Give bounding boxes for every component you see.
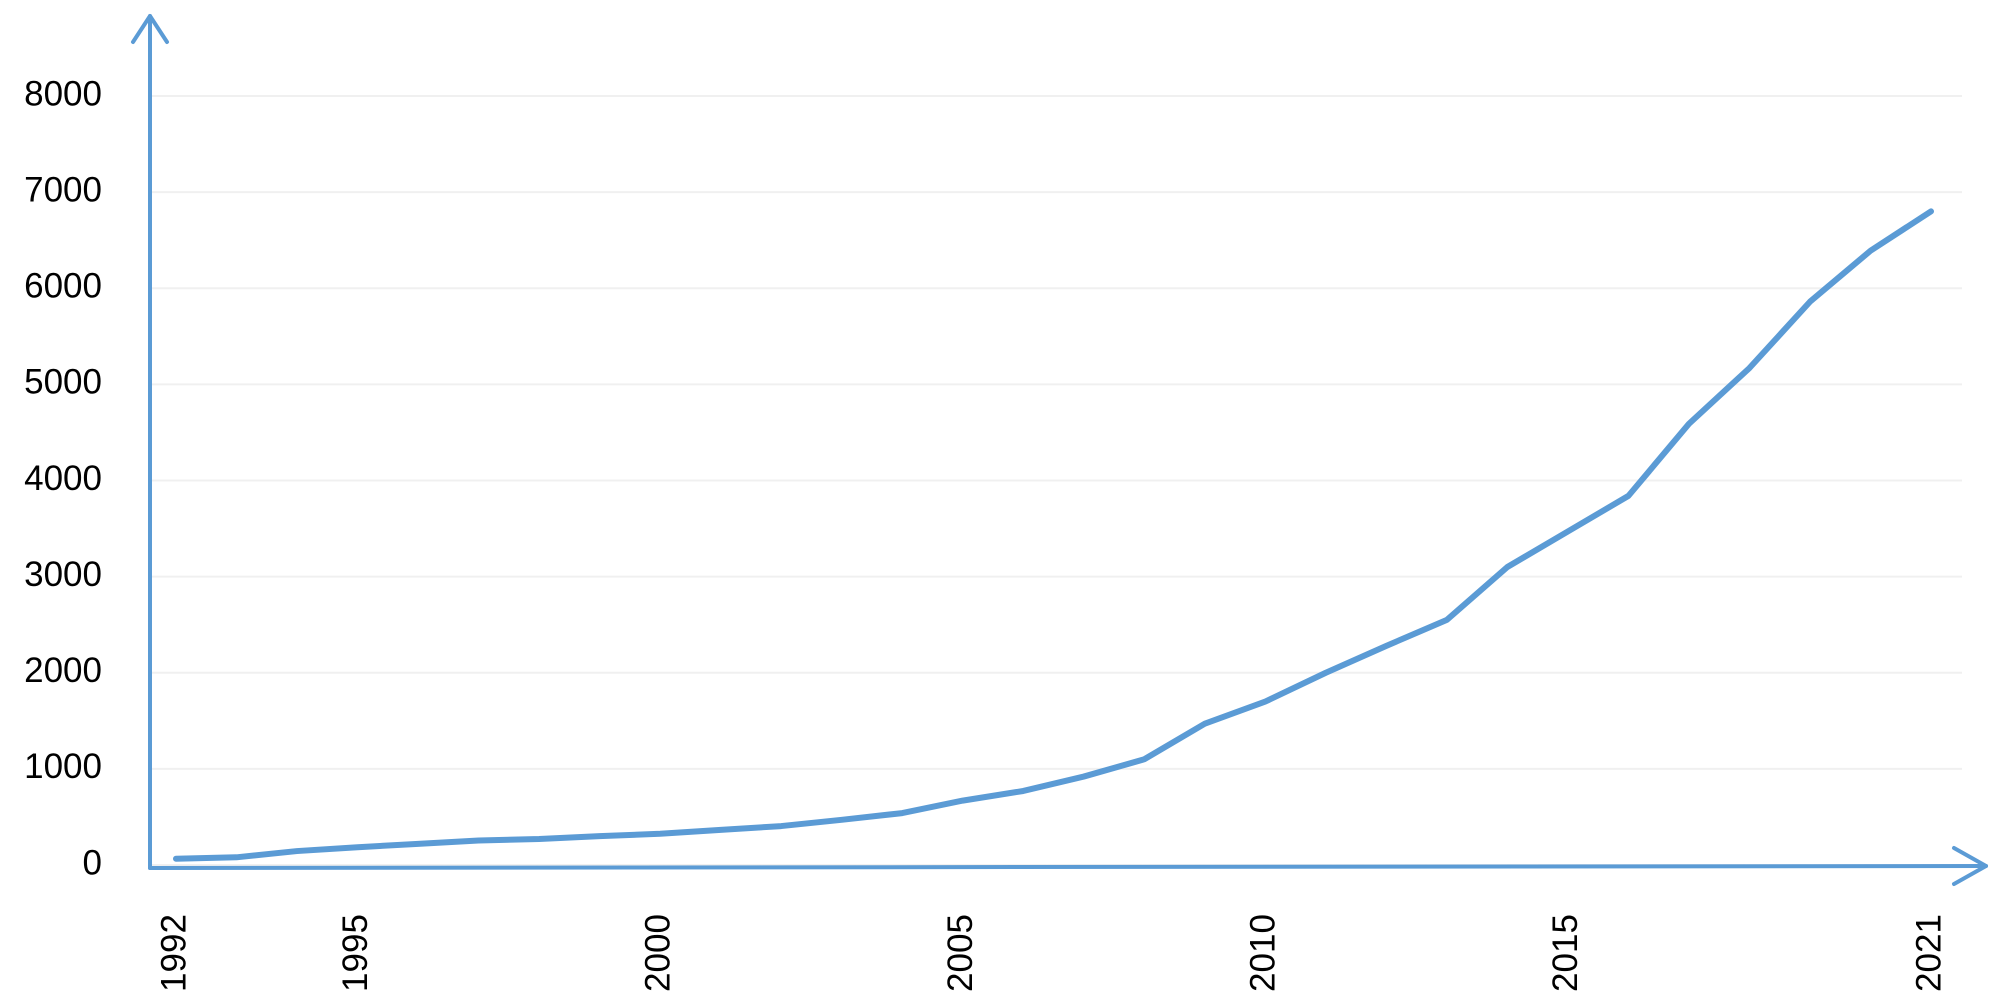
x-tick-label: 2010 bbox=[1244, 914, 1283, 992]
x-tick-label: 2005 bbox=[941, 914, 980, 992]
x-axis bbox=[148, 864, 1988, 870]
x-tick-label: 2015 bbox=[1546, 914, 1585, 992]
y-tick-label: 2000 bbox=[24, 651, 102, 690]
y-tick-label: 0 bbox=[83, 843, 102, 882]
x-tick-label: 2000 bbox=[638, 914, 677, 992]
data-line bbox=[173, 208, 1934, 862]
y-tick-label: 5000 bbox=[24, 363, 102, 402]
x-tick-label: 2021 bbox=[1909, 914, 1948, 992]
y-tick-label: 3000 bbox=[24, 555, 102, 594]
y-axis-arrow bbox=[131, 14, 169, 44]
grid bbox=[152, 95, 1962, 866]
y-tick-label: 1000 bbox=[24, 747, 102, 786]
y-tick-label: 4000 bbox=[24, 459, 102, 498]
axes bbox=[131, 14, 1988, 886]
x-tick-label: 1995 bbox=[336, 914, 375, 992]
y-tick-label: 7000 bbox=[24, 170, 102, 209]
x-tick-label: 1992 bbox=[154, 914, 193, 992]
y-tick-label: 6000 bbox=[24, 267, 102, 306]
y-tick-label: 8000 bbox=[24, 74, 102, 113]
x-axis-arrow bbox=[1952, 846, 1988, 886]
